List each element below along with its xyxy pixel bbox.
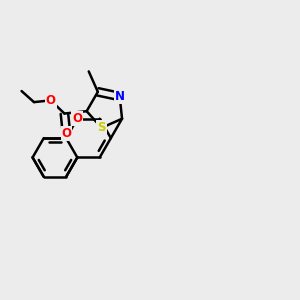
Text: O: O: [61, 127, 71, 140]
Text: S: S: [98, 121, 106, 134]
Text: O: O: [46, 94, 56, 107]
Text: O: O: [72, 112, 82, 125]
Text: N: N: [115, 90, 125, 103]
